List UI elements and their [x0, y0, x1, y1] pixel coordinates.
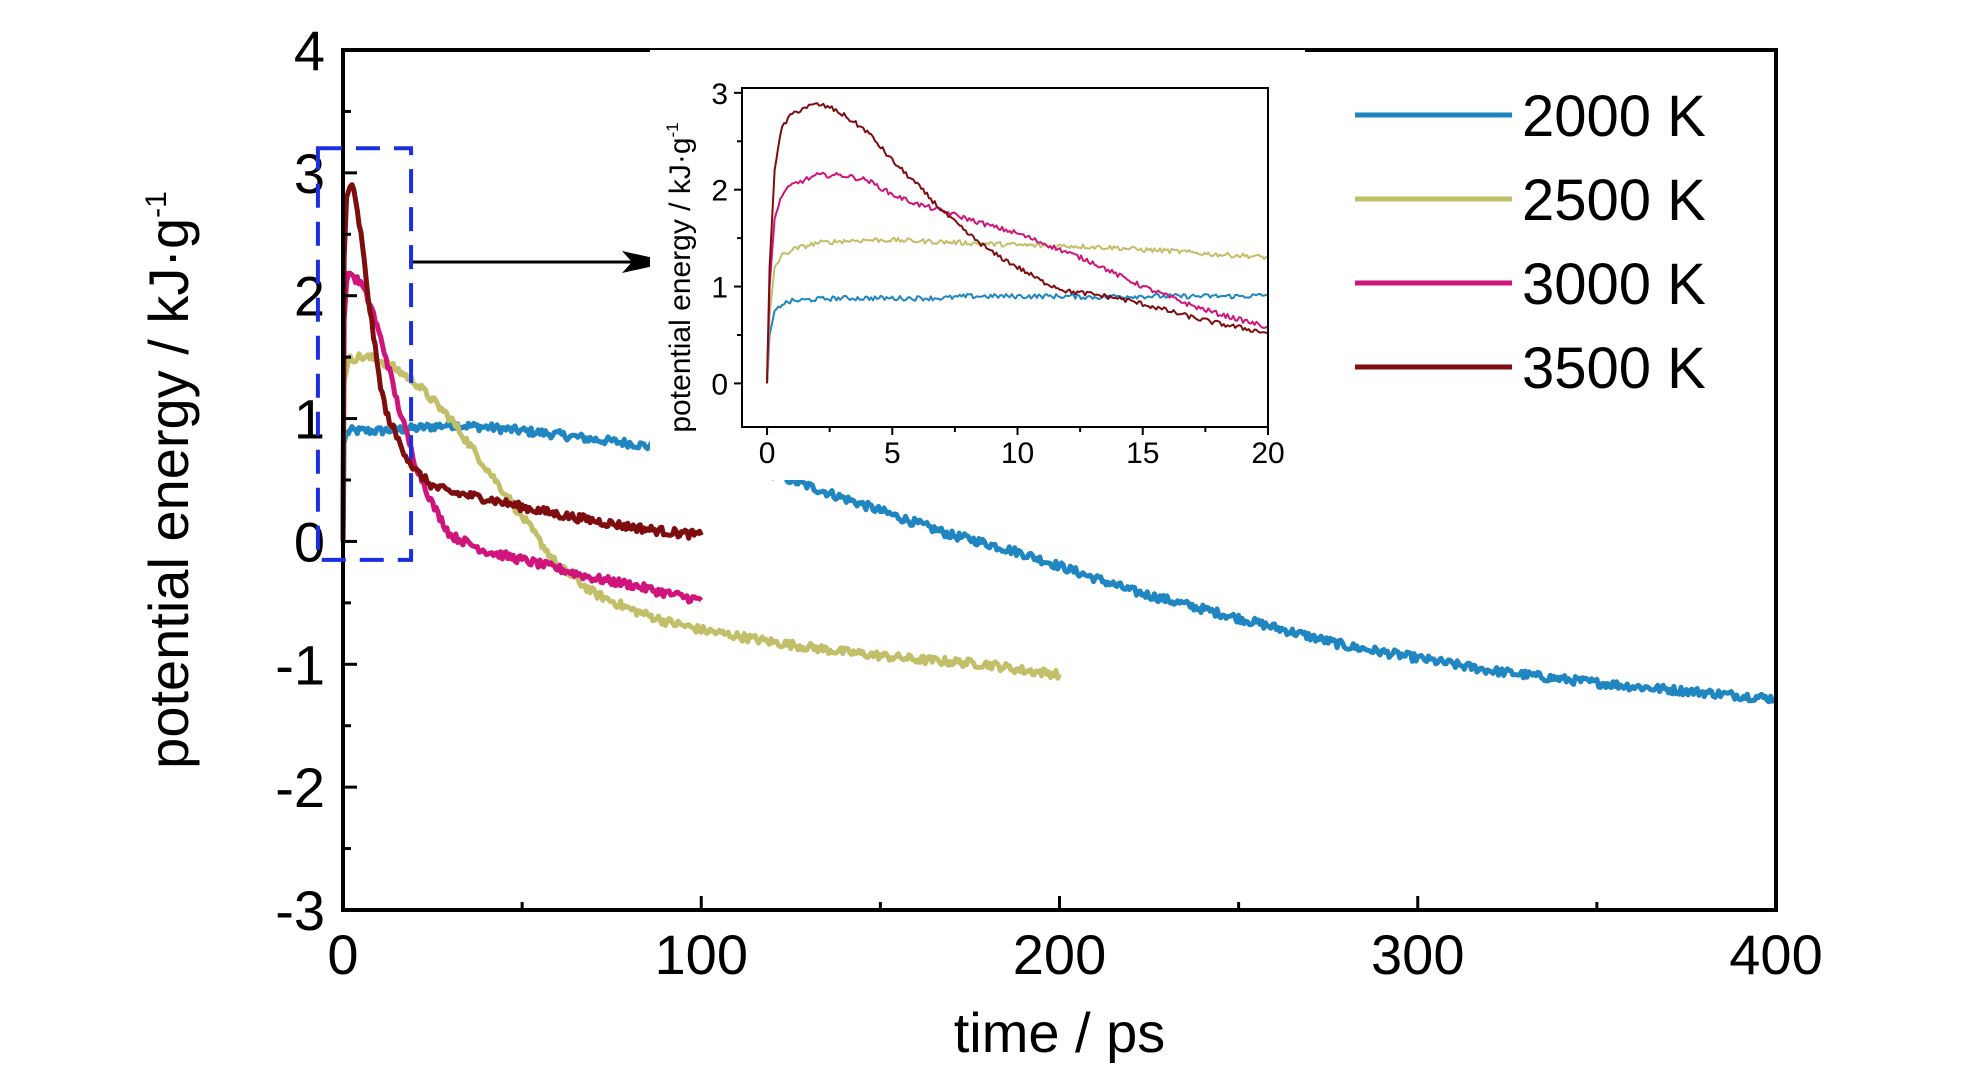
zoom-region-box	[315, 146, 414, 562]
y-tick-label: -3	[275, 879, 325, 942]
x-tick-label: 300	[1371, 923, 1464, 986]
inset-series-line-2000k	[766, 292, 1269, 384]
inset-background	[650, 50, 1305, 480]
y-axis-title-superscript: -1	[140, 191, 173, 218]
legend-label-2500k: 2500 K	[1522, 168, 1706, 233]
inset-plot-frame	[741, 87, 1269, 428]
inset-series-line-3500k	[766, 102, 1269, 384]
series-line-2500k	[340, 351, 1062, 681]
inset-x-tick-label: 0	[759, 437, 776, 470]
x-tick-label: 0	[327, 923, 358, 986]
y-axis-title: potential energy / kJ·g-1	[137, 191, 200, 769]
main-series-group	[340, 182, 1778, 705]
inset-series-group	[766, 102, 1269, 384]
inset-x-tick-label: 5	[884, 437, 901, 470]
inset-x-tick-label: 20	[1251, 437, 1284, 470]
y-axis-title-text: potential energy / kJ·g	[137, 218, 200, 769]
y-tick-label: -1	[275, 633, 325, 696]
inset-x-tick-label: 10	[1001, 437, 1034, 470]
inset-y-tick-label: 0	[711, 368, 728, 401]
x-tick-label: 200	[1013, 923, 1106, 986]
inset-series-line-3000k	[766, 171, 1269, 384]
inset-y-tick-label: 1	[711, 272, 728, 305]
y-tick-label: 4	[294, 19, 325, 82]
inset-y-axis-title-superscript: -1	[663, 122, 682, 137]
y-tick-label: 3	[294, 142, 325, 205]
x-tick-label: 400	[1729, 923, 1822, 986]
inset-chart: 0 5 10 15 20 0 1 2 3 potential energy / kJ·g-1	[650, 50, 1305, 480]
y-tick-label: 0	[294, 510, 325, 573]
inset-y-tick-label: 3	[711, 78, 728, 111]
legend-label-2000k: 2000 K	[1522, 84, 1706, 149]
legend-label-3500k: 3500 K	[1522, 336, 1706, 401]
series-line-3500k	[340, 182, 704, 542]
legend: 2000 K 2500 K 3000 K 3500 K	[1355, 84, 1706, 401]
inset-series-line-2500k	[766, 236, 1269, 384]
inset-x-tick-label: 15	[1126, 437, 1159, 470]
series-line-2000k	[340, 418, 1778, 705]
y-tick-label: 2	[294, 265, 325, 328]
y-tick-label: 1	[294, 388, 325, 451]
inset-y-axis-title-text: potential energy / kJ·g	[664, 137, 697, 432]
zoom-arrowhead	[622, 251, 672, 273]
x-axis-title: time / ps	[954, 1001, 1166, 1063]
legend-label-3000k: 3000 K	[1522, 252, 1706, 317]
inset-y-axis-title: potential energy / kJ·g-1	[663, 122, 697, 432]
y-tick-label: -2	[275, 756, 325, 819]
x-tick-label: 100	[655, 923, 748, 986]
inset-y-tick-label: 2	[711, 175, 728, 208]
series-line-3000k	[340, 270, 704, 605]
